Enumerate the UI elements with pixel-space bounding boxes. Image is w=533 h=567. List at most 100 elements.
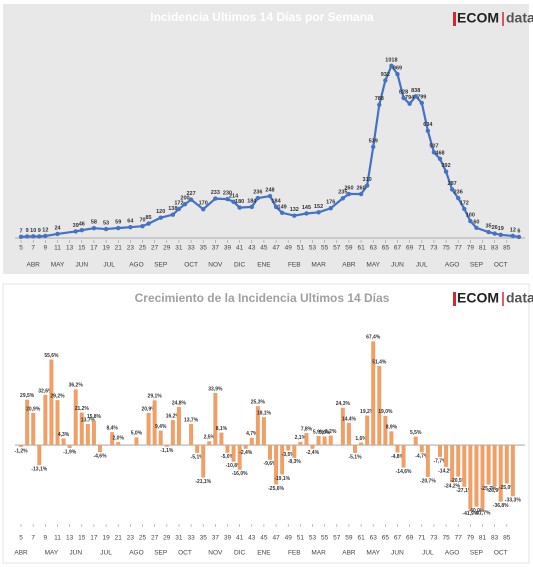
marker xyxy=(55,231,60,237)
bar xyxy=(110,432,115,446)
bar xyxy=(213,392,218,446)
marker xyxy=(279,210,285,216)
bar xyxy=(322,436,327,446)
bar xyxy=(67,445,72,448)
month-label: NOV xyxy=(208,550,223,557)
marker xyxy=(146,221,151,226)
x-tick-label: 39 xyxy=(224,535,232,542)
bar xyxy=(389,431,394,446)
marker xyxy=(474,225,479,231)
data-label: -16,0% xyxy=(232,471,248,477)
x-tick-label: 57 xyxy=(333,245,341,252)
data-label: -3,5% xyxy=(282,452,296,458)
data-label: 6 xyxy=(517,228,520,234)
x-tick-label: 31 xyxy=(175,245,183,252)
x-tick-label: 53 xyxy=(309,245,317,252)
data-label: 29,1% xyxy=(148,394,163,400)
month-label: SEP xyxy=(154,550,167,557)
x-tick-label: 17 xyxy=(90,245,98,252)
x-tick-label: 75 xyxy=(442,245,450,252)
month-label: JUL xyxy=(422,550,434,557)
marker xyxy=(492,231,497,236)
month-label: ABR xyxy=(342,550,356,557)
data-label: 2,5% xyxy=(204,435,216,441)
data-label: 260 xyxy=(356,185,365,191)
x-tick-label: 69 xyxy=(406,245,414,252)
x-tick-label: 35 xyxy=(200,245,208,252)
data-label: -9,6% xyxy=(263,461,277,467)
logo: data xyxy=(506,10,533,26)
bar xyxy=(486,445,491,485)
data-label: 235 xyxy=(338,190,347,196)
marker xyxy=(383,78,388,83)
x-tick-label: 51 xyxy=(297,245,305,252)
x-tick-label: 63 xyxy=(370,535,378,542)
x-tick-label: 83 xyxy=(491,535,499,542)
marker xyxy=(437,156,443,162)
marker xyxy=(340,196,346,201)
marker xyxy=(413,94,418,99)
bar xyxy=(492,445,497,487)
data-label: 8,4% xyxy=(106,425,118,431)
bar xyxy=(383,415,388,446)
marker xyxy=(91,225,97,231)
x-tick-label: 43 xyxy=(248,535,256,542)
x-tick-label: 81 xyxy=(479,245,487,252)
bar xyxy=(498,445,503,502)
x-tick-label: 25 xyxy=(139,245,147,252)
data-label: 310 xyxy=(363,177,372,183)
data-label: 5,9% xyxy=(313,429,325,435)
data-label: 21,2% xyxy=(75,406,90,412)
x-tick-label: 37 xyxy=(212,245,220,252)
x-tick-label: 65 xyxy=(382,535,390,542)
x-tick-label: 67 xyxy=(394,245,402,252)
month-label: NOV xyxy=(208,262,223,269)
data-label: -1,2% xyxy=(15,448,29,454)
bar xyxy=(225,445,230,453)
data-label: -14,2% xyxy=(438,468,454,474)
data-label: -10,8% xyxy=(226,463,242,469)
marker xyxy=(449,187,455,192)
x-tick-label: 13 xyxy=(66,535,74,542)
data-label: 794 xyxy=(405,95,415,101)
month-label: SEP xyxy=(470,550,483,557)
month-label: DIC xyxy=(234,550,246,557)
data-label: 539 xyxy=(369,138,378,144)
bar xyxy=(268,445,272,460)
data-label: 12 xyxy=(42,227,48,233)
data-label: 132 xyxy=(290,207,299,213)
data-label: 507 xyxy=(429,144,438,150)
marker xyxy=(273,204,279,210)
x-tick-label: 49 xyxy=(285,245,293,252)
marker xyxy=(443,169,449,174)
marker xyxy=(510,233,516,239)
marker xyxy=(316,210,321,215)
bar xyxy=(419,445,424,453)
marker xyxy=(292,213,297,218)
marker xyxy=(498,232,503,237)
data-label: -14,6% xyxy=(396,469,412,475)
marker xyxy=(225,196,230,202)
x-tick-label: 71 xyxy=(418,245,426,252)
bar xyxy=(158,430,163,446)
data-label: 19 xyxy=(498,226,504,232)
x-tick-label: 21 xyxy=(115,535,123,542)
data-label: 16,2% xyxy=(166,413,181,419)
marker xyxy=(401,95,406,101)
bar xyxy=(413,436,418,446)
data-label: 20,9% xyxy=(26,406,41,412)
month-label: ENE xyxy=(257,262,271,269)
data-label: 233 xyxy=(211,190,220,196)
data-label: 2,0% xyxy=(113,435,125,441)
data-label: -2,4% xyxy=(306,450,320,456)
data-label: -41,7% xyxy=(475,511,491,517)
x-tick-label: 43 xyxy=(248,245,256,252)
marker xyxy=(462,206,467,212)
x-tick-label: 33 xyxy=(187,535,195,542)
data-label: -1,9% xyxy=(63,449,77,455)
x-tick-label: 17 xyxy=(90,535,98,542)
data-label: 24,3% xyxy=(336,401,351,407)
marker xyxy=(201,207,206,212)
x-tick-label: 73 xyxy=(430,535,438,542)
data-label: 70 xyxy=(139,218,145,224)
